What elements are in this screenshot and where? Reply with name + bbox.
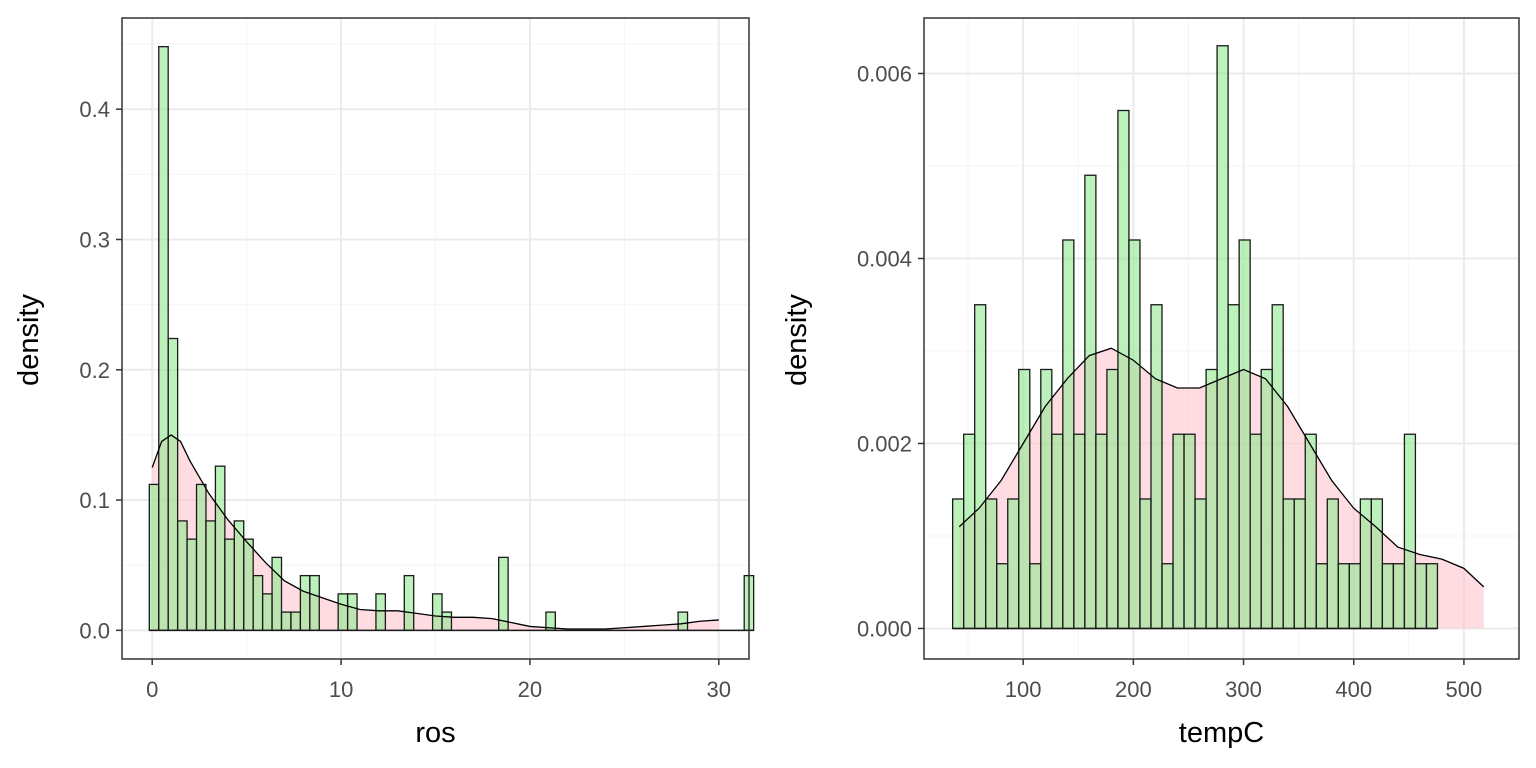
- histogram-bar: [1370, 498, 1384, 630]
- x-tick-label: 30: [707, 677, 731, 702]
- histogram-bar: [205, 520, 217, 631]
- histogram-bar: [996, 563, 1009, 630]
- histogram-bar: [158, 46, 169, 631]
- histogram-bar: [431, 593, 443, 631]
- histogram-bar: [974, 304, 987, 630]
- histogram-bar: [1062, 239, 1075, 630]
- x-tick-label: 500: [1446, 677, 1483, 702]
- histogram-bar: [1403, 433, 1417, 630]
- y-tick-label: 0.000: [857, 616, 912, 641]
- histogram-bar: [1172, 433, 1185, 630]
- histogram-bar: [1392, 563, 1406, 630]
- x-tick-label: 20: [518, 677, 542, 702]
- y-tick-label: 0.3: [79, 227, 110, 252]
- density-line: [958, 347, 1485, 588]
- histogram-bar: [337, 593, 349, 631]
- y-axis-title: density: [13, 294, 45, 386]
- panel-border: [923, 17, 1520, 660]
- histogram-bar: [1304, 433, 1317, 630]
- histogram-bar: [1348, 563, 1361, 630]
- histogram-bar: [1051, 433, 1064, 630]
- histogram-bar: [1095, 433, 1108, 630]
- histogram-bar: [1326, 498, 1339, 630]
- histogram-bar: [1414, 563, 1428, 630]
- histogram-bar: [1425, 563, 1439, 630]
- histogram-bar: [1293, 498, 1306, 630]
- histogram-bar: [1084, 174, 1097, 630]
- histogram-bar: [1007, 498, 1020, 630]
- histogram-bar: [195, 483, 207, 631]
- x-tick-label: 100: [1005, 677, 1042, 702]
- histogram-bar: [1029, 563, 1042, 630]
- histogram-bar: [1227, 304, 1240, 630]
- histogram-bar: [1216, 45, 1229, 630]
- chart-panel-1: 0 10 20 30 0.0 0.1 0.2 0.3 0.4 ros density: [13, 17, 755, 749]
- histogram-bar: [214, 465, 226, 631]
- chart-panel-2: 100 200 300 400 500 0.000 0.002 0.004 0.006 tempC…: [781, 17, 1520, 749]
- y-tick-label: 0.004: [857, 246, 912, 271]
- histogram-bar: [1161, 563, 1174, 630]
- histogram-bar: [1205, 368, 1218, 630]
- y-tick-label: 0.1: [79, 488, 110, 513]
- histogram-bar: [1139, 498, 1152, 630]
- histogram-bar: [252, 574, 264, 631]
- y-tick-label: 0.006: [857, 61, 912, 86]
- histogram-bar: [1271, 304, 1284, 630]
- histogram-bar: [1282, 498, 1295, 630]
- x-tick-label: 200: [1115, 677, 1152, 702]
- histogram-bar: [1183, 433, 1196, 630]
- y-axis-title: density: [781, 294, 813, 386]
- histogram-bar: [280, 611, 292, 631]
- histogram-bar: [1315, 563, 1328, 630]
- histogram-bar: [290, 611, 302, 631]
- histogram-bar: [243, 538, 254, 631]
- y-tick-label: 0.0: [79, 618, 110, 643]
- histogram-bar: [261, 593, 273, 631]
- histogram-bar: [224, 538, 235, 631]
- histogram-bar: [441, 611, 453, 631]
- histogram-bar: [375, 593, 387, 631]
- y-tick-label: 0.4: [79, 97, 110, 122]
- histogram-bar: [963, 433, 976, 630]
- density-line: [151, 434, 719, 630]
- histogram-bar: [1150, 304, 1163, 630]
- histogram-bar: [148, 483, 160, 631]
- histogram-bar: [677, 611, 689, 631]
- histogram-bar: [346, 593, 358, 631]
- histogram-bar: [1106, 368, 1119, 630]
- histogram-bar: [1337, 563, 1350, 630]
- histogram-bar: [1238, 239, 1251, 630]
- histogram-bar: [1381, 563, 1395, 630]
- y-tick-label: 0.2: [79, 358, 110, 383]
- histogram-bar: [498, 556, 509, 631]
- x-tick-label: 400: [1335, 677, 1372, 702]
- histogram-bar: [1117, 109, 1130, 630]
- histogram-bar: [1018, 368, 1031, 630]
- histogram-bar: [299, 574, 311, 631]
- x-axis-title: ros: [415, 717, 455, 749]
- histogram-bar: [403, 574, 415, 631]
- histogram-bar: [309, 574, 320, 631]
- histogram-bar: [176, 520, 188, 631]
- x-axis-title: tempC: [1179, 717, 1264, 749]
- histogram-bar: [167, 337, 179, 631]
- histogram-bar: [1128, 239, 1141, 630]
- x-tick-label: 0: [146, 677, 158, 702]
- histogram-bar: [1040, 368, 1053, 630]
- histogram-bar: [1194, 498, 1207, 630]
- panel-border: [121, 17, 750, 660]
- x-tick-label: 10: [329, 677, 353, 702]
- y-tick-label: 0.002: [857, 431, 912, 456]
- x-tick-label: 300: [1225, 677, 1262, 702]
- histogram-bar: [951, 498, 965, 630]
- histogram-bar: [1260, 368, 1273, 630]
- histogram-bar: [186, 538, 198, 631]
- histogram-bar: [1249, 433, 1262, 630]
- histogram-bar: [985, 498, 998, 630]
- histogram-bar: [1073, 433, 1086, 630]
- histogram-bar: [271, 556, 283, 631]
